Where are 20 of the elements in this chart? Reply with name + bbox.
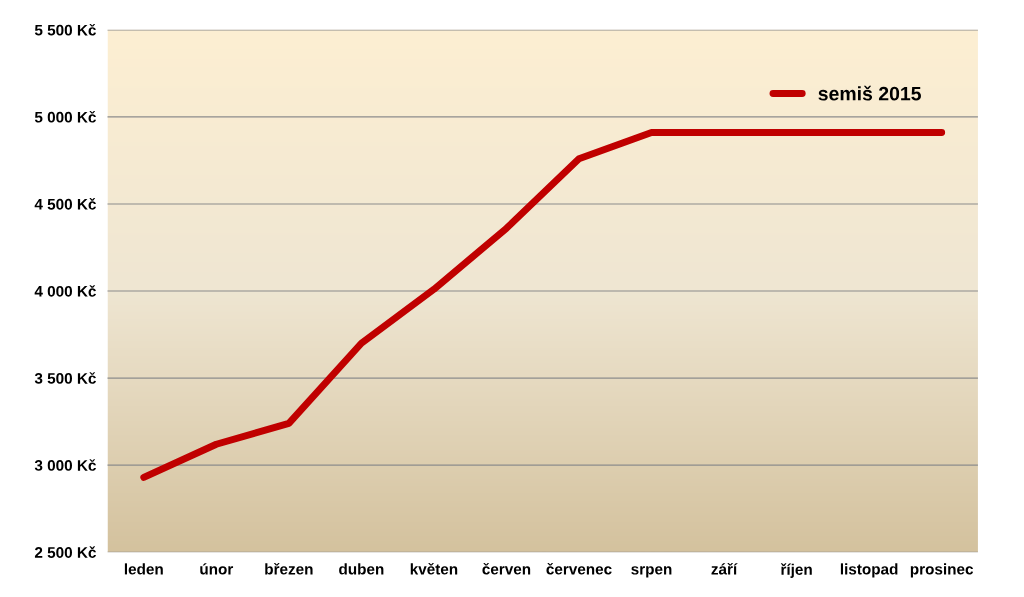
x-tick-label: prosinec xyxy=(910,563,974,578)
x-tick-label: říjen xyxy=(780,563,812,578)
y-tick-label: 5 000 Kč xyxy=(34,111,96,123)
x-tick-label: únor xyxy=(200,563,234,575)
x-tick-label: listopad xyxy=(840,563,898,578)
x-tick-label: květen xyxy=(410,563,458,575)
x-tick-label: září xyxy=(711,563,738,575)
y-tick-label: 4 500 Kč xyxy=(34,198,96,210)
x-tick-label: srpen xyxy=(631,566,672,578)
y-tick-label: 3 500 Kč xyxy=(34,372,96,384)
y-tick-label: 2 500 Kč xyxy=(34,546,96,558)
x-tick-label: březen xyxy=(265,563,313,575)
x-tick-label: leden xyxy=(124,563,163,575)
legend-label: semiš 2015 xyxy=(818,85,921,101)
x-tick-label: červen xyxy=(482,563,531,575)
y-tick-label: 5 500 Kč xyxy=(34,23,96,36)
y-tick-label: 3 000 Kč xyxy=(34,459,96,471)
x-tick-label: červenec xyxy=(546,563,612,575)
y-tick-label: 4 000 Kč xyxy=(34,285,96,297)
x-tick-label: duben xyxy=(339,563,384,575)
